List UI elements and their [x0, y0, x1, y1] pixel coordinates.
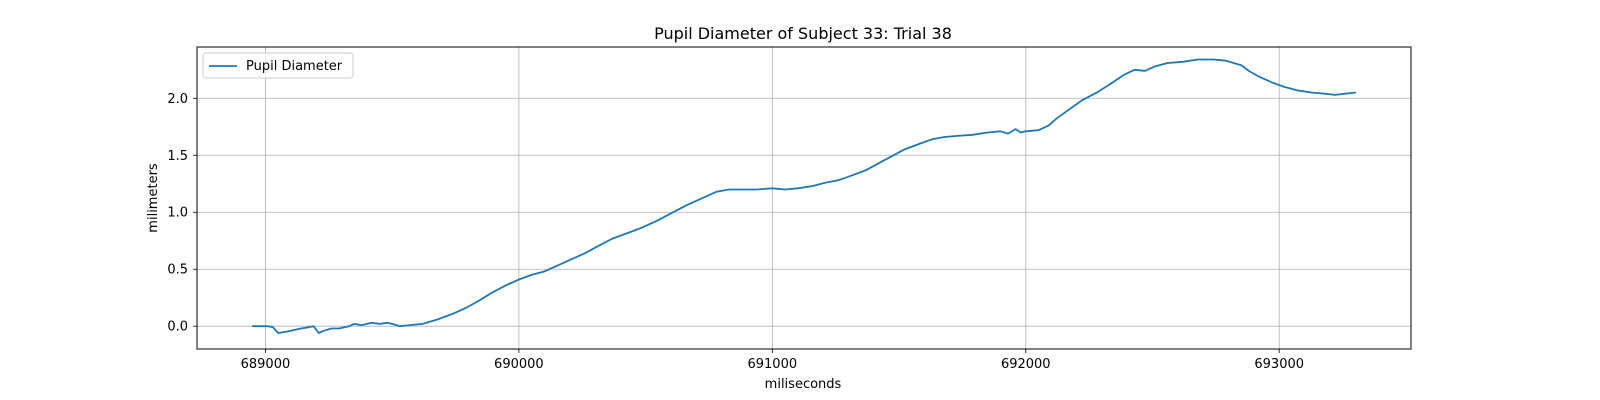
x-tick-label: 693000 — [1254, 357, 1304, 372]
chart-title: Pupil Diameter of Subject 33: Trial 38 — [654, 24, 952, 43]
y-ticks: 0.0 0.5 1.0 1.5 2.0 — [167, 92, 197, 335]
y-tick-label: 2.0 — [167, 92, 188, 107]
plot-area-frame — [196, 46, 1412, 350]
y-tick-label: 1.5 — [167, 149, 188, 164]
series-line-pupil-diameter — [251, 58, 1357, 334]
legend-box — [202, 52, 354, 79]
legend: Pupil Diameter — [202, 52, 354, 79]
y-tick-label: 0.5 — [167, 263, 188, 278]
y-tick-label: 0.0 — [167, 320, 188, 335]
x-tick-label: 692000 — [1001, 357, 1051, 372]
x-ticks: 689000 690000 691000 692000 693000 — [241, 349, 1304, 372]
grid-layer — [197, 47, 1411, 349]
x-tick-label: 690000 — [494, 357, 544, 372]
x-tick-label: 689000 — [241, 357, 291, 372]
legend-label-pupil-diameter: Pupil Diameter — [246, 59, 343, 74]
x-tick-label: 691000 — [747, 357, 797, 372]
y-tick-label: 1.0 — [167, 206, 188, 221]
x-axis-label: miliseconds — [765, 377, 842, 392]
y-axis-label: milimeters — [146, 163, 161, 233]
